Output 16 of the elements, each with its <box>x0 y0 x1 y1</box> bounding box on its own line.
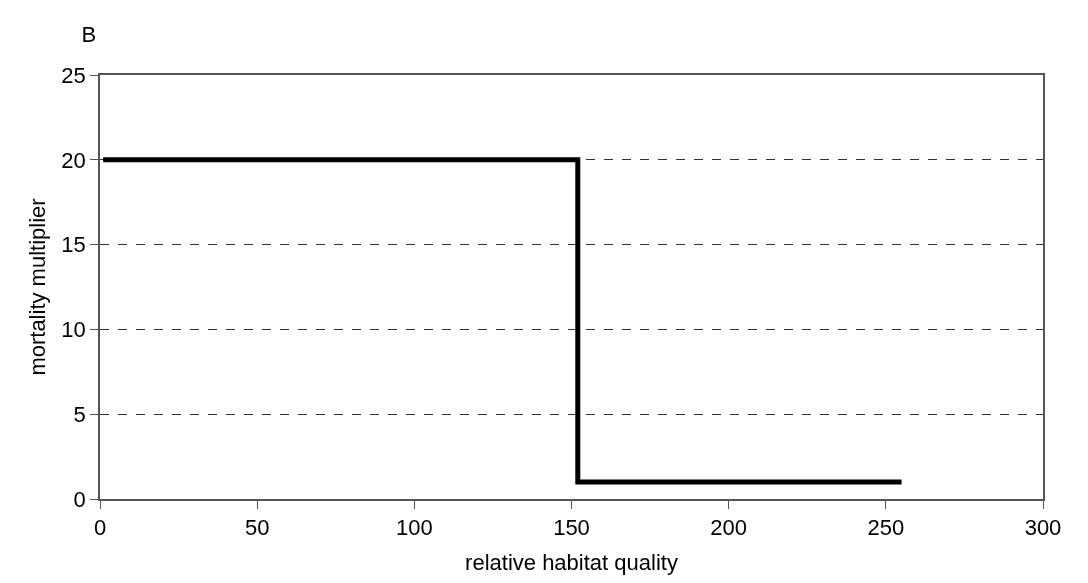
x-tick-label: 50 <box>244 515 270 541</box>
y-tick-label: 25 <box>61 62 86 88</box>
y-tick-label: 0 <box>73 486 86 512</box>
y-tick-label: 5 <box>73 401 86 427</box>
x-tick-label: 0 <box>93 515 107 541</box>
y-axis-title: mortality multiplier <box>24 198 50 376</box>
y-tick-label: 10 <box>61 317 86 343</box>
y-tick-label: 15 <box>61 232 86 258</box>
chart-title: B <box>81 21 97 47</box>
x-tick-label: 250 <box>867 515 905 541</box>
x-tick-label: 150 <box>553 515 590 541</box>
x-tick-label: 300 <box>1024 515 1062 541</box>
y-tick-label: 20 <box>61 147 86 173</box>
x-tick-label: 200 <box>710 515 748 541</box>
x-axis-title: relative habitat quality <box>465 549 678 575</box>
x-tick-label: 100 <box>395 515 433 541</box>
